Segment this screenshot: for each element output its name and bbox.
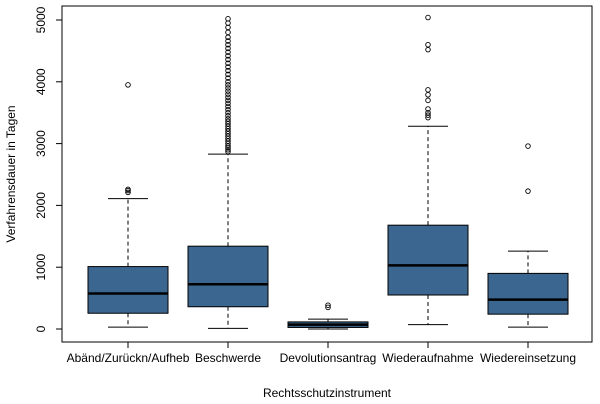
outlier-point bbox=[225, 56, 231, 63]
outlier-point bbox=[225, 16, 231, 22]
outlier-point bbox=[225, 106, 231, 113]
outlier-point bbox=[225, 67, 231, 74]
outlier-point bbox=[225, 64, 231, 70]
x-tick-label: Beschwerde bbox=[195, 351, 261, 365]
y-tick-label: 0 bbox=[34, 325, 48, 332]
outlier-point bbox=[425, 14, 431, 21]
y-tick-label: 2000 bbox=[34, 192, 48, 219]
x-axis: Abänd/Zurückn/Aufheb Beschwerde Devolution… bbox=[67, 341, 576, 365]
outlier-point bbox=[225, 82, 231, 88]
x-axis-title: Rechtsschutzinstrument bbox=[263, 386, 392, 400]
outlier-point bbox=[225, 88, 231, 94]
x-tick-label: Abänd/Zurückn/Aufheb bbox=[67, 351, 190, 365]
outlier-point bbox=[525, 143, 531, 149]
outlier-point bbox=[425, 106, 431, 112]
box-group bbox=[287, 302, 369, 330]
outlier-point bbox=[225, 91, 231, 97]
x-tick-label: Wiederaufnahme bbox=[382, 351, 474, 365]
outlier-point bbox=[325, 302, 331, 308]
outlier-point bbox=[425, 87, 431, 93]
outlier-point bbox=[225, 148, 231, 155]
outlier-point bbox=[225, 71, 231, 78]
outlier-point bbox=[225, 100, 231, 107]
outlier-point bbox=[225, 113, 231, 119]
outlier-point bbox=[425, 97, 431, 104]
outlier-point bbox=[225, 118, 231, 125]
iqr-box bbox=[87, 266, 169, 314]
iqr-box bbox=[187, 245, 269, 308]
outlier-point bbox=[225, 103, 231, 110]
boxes bbox=[87, 14, 569, 330]
outlier-point bbox=[225, 49, 231, 55]
outlier-point bbox=[425, 41, 431, 48]
box-group bbox=[487, 143, 569, 328]
outlier-point bbox=[225, 116, 231, 122]
outlier-point bbox=[125, 186, 131, 193]
outlier-point bbox=[225, 53, 231, 59]
outlier-point bbox=[325, 304, 331, 311]
outlier-point bbox=[225, 60, 231, 67]
outlier-point bbox=[125, 189, 131, 196]
y-tick-label: 5000 bbox=[34, 6, 48, 33]
outlier-point bbox=[225, 109, 231, 116]
outlier-point bbox=[225, 29, 231, 36]
y-tick-label: 1000 bbox=[34, 254, 48, 281]
outlier-point bbox=[225, 38, 231, 44]
box-group bbox=[87, 82, 169, 328]
x-tick-label: Devolutionsantrag bbox=[280, 351, 377, 365]
outlier-point bbox=[225, 97, 231, 104]
outlier-point bbox=[225, 85, 231, 91]
outlier-point bbox=[225, 94, 231, 100]
iqr-box bbox=[387, 224, 469, 296]
outlier-point bbox=[225, 79, 231, 85]
outlier-point bbox=[525, 188, 531, 194]
outlier-point bbox=[225, 45, 231, 52]
outlier-point bbox=[125, 82, 131, 88]
iqr-box bbox=[487, 272, 569, 315]
outlier-point bbox=[225, 75, 231, 81]
y-axis-title: Verfahrensdauer in Tagen bbox=[4, 105, 18, 242]
y-tick-label: 3000 bbox=[34, 130, 48, 157]
outlier-point bbox=[425, 112, 431, 118]
y-axis: 0 1000 2000 3000 4000 5000 bbox=[34, 6, 63, 332]
y-tick-label: 4000 bbox=[34, 68, 48, 95]
outlier-point bbox=[225, 41, 231, 48]
outlier-point bbox=[225, 147, 231, 153]
outlier-point bbox=[425, 46, 431, 53]
outlier-point bbox=[425, 92, 431, 98]
box-group bbox=[387, 14, 469, 326]
x-tick-label: Wiedereinsetzung bbox=[480, 351, 576, 365]
box-group bbox=[187, 16, 269, 329]
outlier-point bbox=[425, 109, 431, 116]
